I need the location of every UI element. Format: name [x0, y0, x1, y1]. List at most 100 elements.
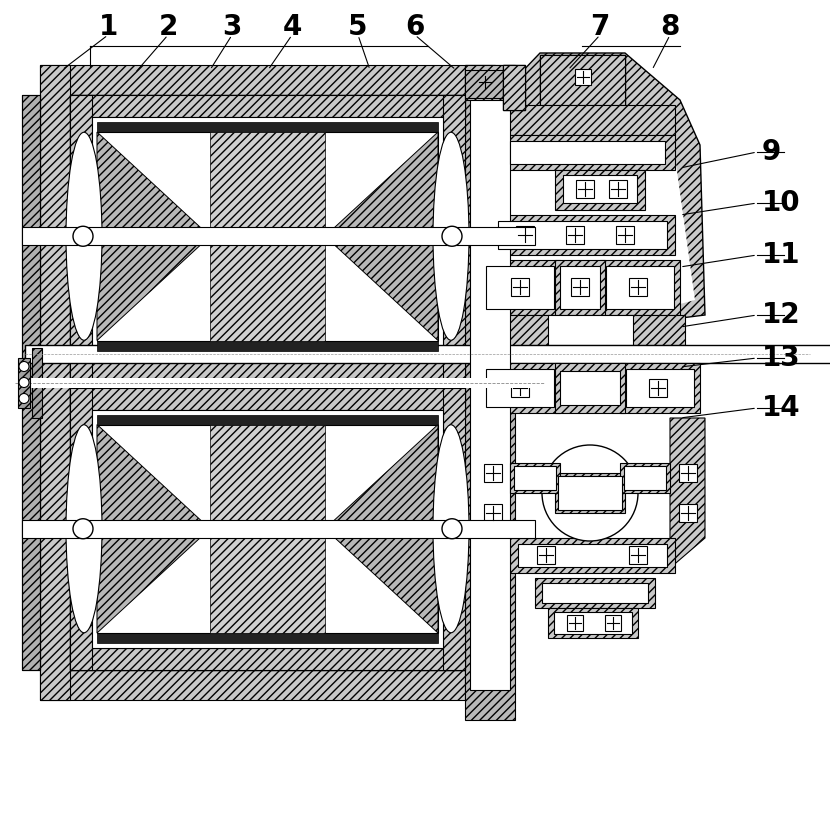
- Text: 1: 1: [99, 13, 118, 41]
- Bar: [465, 65, 515, 100]
- Bar: [70, 355, 465, 377]
- Bar: [486, 369, 554, 407]
- Bar: [624, 466, 666, 490]
- Bar: [625, 315, 685, 345]
- Bar: [555, 170, 645, 210]
- Bar: [97, 425, 438, 633]
- Text: 2: 2: [159, 13, 178, 41]
- Bar: [15, 377, 545, 387]
- Text: 4: 4: [282, 13, 301, 41]
- Circle shape: [19, 394, 29, 404]
- Polygon shape: [210, 529, 325, 633]
- Text: 5: 5: [349, 13, 368, 41]
- Polygon shape: [482, 110, 695, 318]
- Bar: [480, 363, 560, 413]
- Text: 8: 8: [661, 13, 680, 41]
- Bar: [503, 65, 525, 110]
- Ellipse shape: [66, 132, 102, 340]
- Text: 14: 14: [762, 394, 801, 422]
- Bar: [97, 414, 438, 425]
- Polygon shape: [97, 425, 210, 633]
- Bar: [606, 266, 674, 309]
- Bar: [97, 341, 438, 350]
- Bar: [490, 215, 675, 255]
- Bar: [443, 95, 465, 377]
- Bar: [40, 670, 495, 700]
- Bar: [548, 608, 638, 638]
- Circle shape: [73, 226, 93, 246]
- Bar: [40, 65, 495, 95]
- Bar: [605, 615, 621, 631]
- Bar: [535, 578, 655, 608]
- Bar: [554, 612, 632, 634]
- Polygon shape: [97, 132, 210, 341]
- Bar: [516, 226, 534, 244]
- Bar: [620, 463, 670, 493]
- Bar: [22, 520, 535, 538]
- Bar: [486, 266, 554, 309]
- Circle shape: [73, 519, 93, 538]
- Bar: [484, 504, 502, 522]
- Bar: [566, 226, 584, 244]
- Bar: [500, 135, 675, 170]
- Bar: [22, 95, 40, 670]
- Bar: [576, 180, 594, 198]
- Bar: [97, 132, 438, 341]
- Bar: [542, 583, 648, 603]
- Polygon shape: [475, 53, 705, 325]
- Bar: [443, 387, 465, 670]
- Bar: [518, 544, 667, 567]
- Bar: [97, 633, 438, 643]
- Bar: [22, 95, 40, 670]
- Bar: [70, 95, 465, 117]
- Text: 9: 9: [762, 138, 781, 166]
- Bar: [40, 65, 70, 700]
- Bar: [626, 369, 694, 407]
- Text: 3: 3: [222, 13, 242, 41]
- Bar: [540, 55, 625, 105]
- Text: 7: 7: [590, 13, 610, 41]
- Bar: [503, 65, 525, 110]
- Bar: [97, 122, 438, 132]
- Bar: [616, 226, 634, 244]
- Bar: [679, 504, 697, 522]
- Bar: [567, 615, 583, 631]
- Circle shape: [542, 445, 638, 541]
- Bar: [629, 278, 647, 296]
- Bar: [510, 538, 675, 573]
- Bar: [555, 473, 625, 513]
- Circle shape: [442, 226, 462, 246]
- Bar: [540, 55, 625, 105]
- Ellipse shape: [433, 425, 469, 632]
- Bar: [560, 371, 620, 405]
- Bar: [575, 69, 591, 85]
- Circle shape: [442, 519, 462, 538]
- Bar: [511, 278, 529, 296]
- Polygon shape: [210, 132, 325, 236]
- Bar: [511, 379, 529, 397]
- Bar: [510, 141, 665, 164]
- Bar: [22, 227, 535, 245]
- Polygon shape: [325, 132, 438, 341]
- Bar: [560, 266, 600, 309]
- Bar: [490, 105, 675, 135]
- Bar: [484, 464, 502, 482]
- Bar: [32, 347, 42, 417]
- Circle shape: [19, 361, 29, 372]
- Bar: [465, 65, 515, 720]
- Bar: [629, 546, 647, 564]
- Text: 10: 10: [762, 189, 801, 217]
- Polygon shape: [210, 425, 325, 529]
- Circle shape: [19, 377, 29, 387]
- Text: 13: 13: [762, 344, 801, 372]
- Ellipse shape: [433, 132, 469, 340]
- Bar: [70, 387, 465, 409]
- Bar: [465, 65, 495, 700]
- Bar: [571, 278, 589, 296]
- Bar: [498, 221, 667, 249]
- Bar: [609, 180, 627, 198]
- Bar: [679, 464, 697, 482]
- Bar: [558, 476, 622, 510]
- Text: 6: 6: [405, 13, 425, 41]
- Bar: [563, 175, 637, 203]
